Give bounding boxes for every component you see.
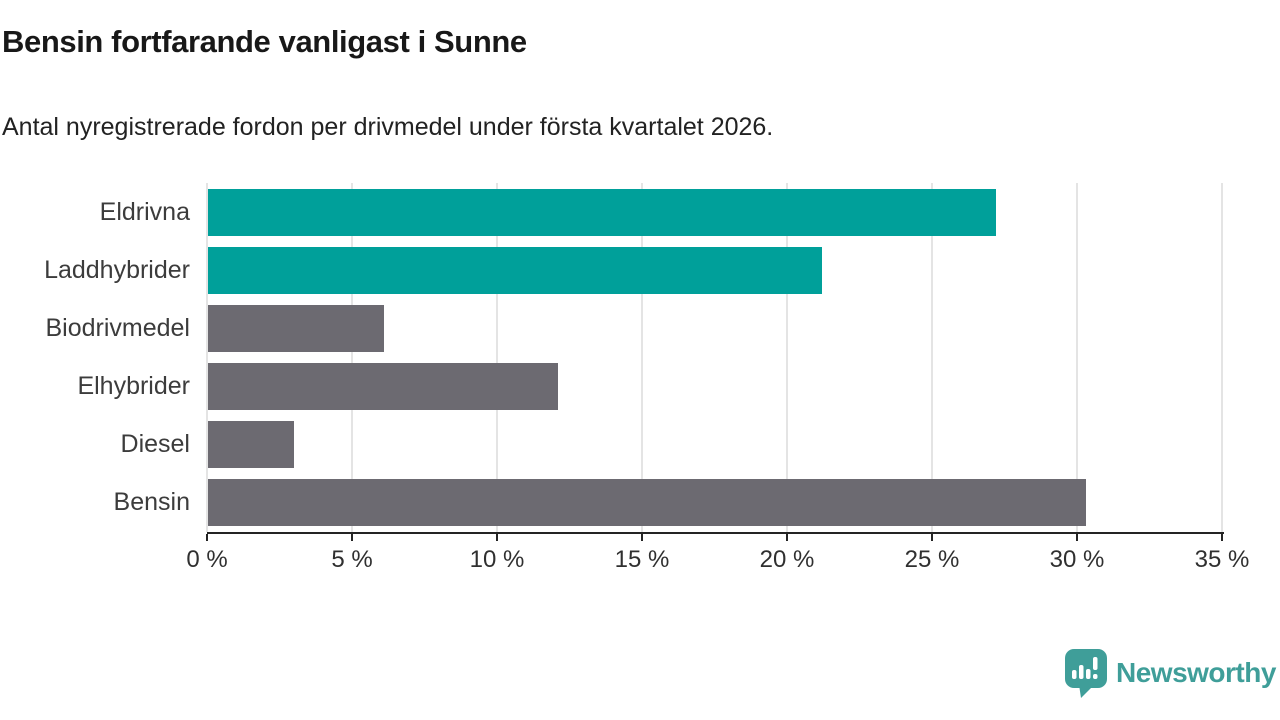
chart-subtitle: Antal nyregistrerade fordon per drivmede… xyxy=(2,113,774,141)
bar xyxy=(208,304,384,352)
bar xyxy=(208,363,558,411)
bar xyxy=(208,246,822,294)
x-tick-label: 10 % xyxy=(469,546,525,573)
x-axis-line xyxy=(207,532,1224,534)
x-tick-label: 0 % xyxy=(186,546,228,573)
category-label: Biodrivmedel xyxy=(45,313,190,342)
x-tick-label: 35 % xyxy=(1194,546,1250,573)
x-tick-mark xyxy=(351,534,353,541)
logo-bar-2 xyxy=(1079,665,1084,679)
x-gridline xyxy=(206,183,208,532)
logo-bar-1 xyxy=(1072,670,1077,679)
x-tick-mark xyxy=(641,534,643,541)
x-gridline xyxy=(641,183,643,532)
x-tick-mark xyxy=(206,534,208,541)
x-gridline xyxy=(931,183,933,532)
logo-exclamation-dot xyxy=(1093,674,1098,679)
brand-footer: Newsworthy xyxy=(1064,648,1276,698)
x-tick-label: 5 % xyxy=(331,546,373,573)
x-gridline xyxy=(351,183,353,532)
chart-title: Bensin fortfarande vanligast i Sunne xyxy=(2,24,527,59)
x-tick-label: 20 % xyxy=(759,546,815,573)
category-label: Eldrivna xyxy=(99,197,190,226)
bar xyxy=(208,188,996,236)
x-tick-label: 15 % xyxy=(614,546,670,573)
bar xyxy=(208,479,1086,527)
logo-bar-3 xyxy=(1086,669,1091,679)
logo-exclamation-stem xyxy=(1093,657,1098,670)
x-tick-label: 30 % xyxy=(1049,546,1105,573)
newsworthy-speech-bubble-bar-chart-icon xyxy=(1065,649,1107,698)
x-gridline xyxy=(1221,183,1223,532)
x-tick-mark xyxy=(496,534,498,541)
x-gridline xyxy=(1076,183,1078,532)
brand-wordmark: Newsworthy xyxy=(1116,657,1276,688)
x-tick-mark xyxy=(1076,534,1078,541)
x-tick-label: 25 % xyxy=(904,546,960,573)
category-label: Bensin xyxy=(113,488,190,517)
x-gridline xyxy=(786,183,788,532)
x-gridline xyxy=(496,183,498,532)
x-tick-mark xyxy=(786,534,788,541)
bar xyxy=(208,421,294,469)
category-label: Laddhybrider xyxy=(44,255,190,284)
category-label: Diesel xyxy=(120,430,190,459)
category-label: Elhybrider xyxy=(77,372,190,401)
x-tick-mark xyxy=(1221,534,1223,541)
x-tick-mark xyxy=(931,534,933,541)
